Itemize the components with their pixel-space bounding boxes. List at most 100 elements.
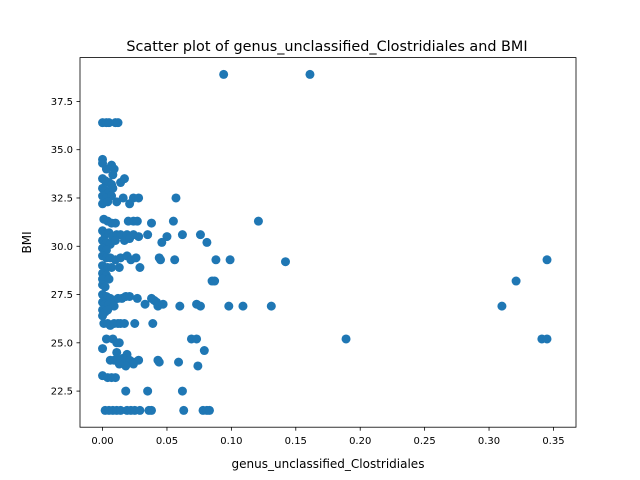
data-point [174,357,184,367]
data-point [134,232,144,242]
y-tick-label: 32.5 [51,193,73,204]
data-point [100,282,110,292]
data-point [156,255,166,265]
data-point [266,301,276,311]
data-point [158,299,168,309]
y-tick-label: 25.0 [51,338,73,349]
data-point [103,305,113,315]
x-tick-label: 0.00 [91,436,113,447]
data-point [119,319,129,328]
data-point [128,359,138,369]
data-point [135,405,145,415]
data-point [179,405,189,415]
x-tick-label: 0.20 [349,436,371,447]
data-point [118,193,128,203]
y-axis-ticks: 22.5 25.0 27.5 30.0 32.5 35.0 37.5 [51,97,80,398]
data-point [154,357,164,367]
data-point [108,170,118,180]
data-point [121,386,131,396]
data-point [112,347,122,357]
data-point [238,301,248,311]
data-point [103,197,113,207]
data-point [121,361,131,371]
data-point [140,299,150,309]
data-markers [98,69,552,415]
y-tick-label: 30.0 [51,242,73,253]
chart-title: Scatter plot of genus_unclassified_Clost… [126,39,527,55]
data-point [219,69,229,79]
data-point [210,276,220,286]
y-axis-label: BMI [20,231,34,253]
y-tick-label: 37.5 [51,97,73,108]
data-point [113,118,123,128]
data-point [177,230,187,240]
data-point [130,319,140,328]
data-point [110,235,120,245]
x-tick-label: 0.30 [478,436,500,447]
y-tick-label: 22.5 [51,387,73,398]
data-point [195,301,205,311]
data-point [305,69,315,79]
y-tick-label: 35.0 [51,145,73,156]
data-point [119,174,129,184]
data-point [131,253,141,263]
data-point [148,319,158,328]
data-point [98,311,108,321]
x-tick-label: 0.10 [220,436,242,447]
data-point [199,346,209,356]
data-point [116,405,126,415]
data-point [542,334,552,344]
data-point [224,301,234,311]
data-point [147,405,156,415]
data-point [193,361,203,371]
data-point [177,386,187,396]
data-point [110,218,120,228]
data-point [125,291,135,301]
x-tick-label: 0.35 [542,436,564,447]
data-point [171,193,181,203]
data-point [253,216,263,226]
data-point [101,334,111,344]
data-point [135,263,145,272]
data-point [542,255,552,265]
data-point [162,232,172,242]
data-point [132,216,142,226]
plot-frame [79,57,577,428]
data-point [104,274,114,284]
data-point [157,237,167,247]
data-point [143,230,153,240]
x-axis-ticks: 0.00 0.05 0.10 0.15 0.20 0.25 0.30 0.35 [91,427,565,447]
data-point [170,255,180,265]
data-point [132,293,142,303]
data-point [114,338,124,348]
data-point [204,405,214,415]
data-point [143,386,153,396]
data-point [195,230,205,240]
data-point [341,334,351,344]
data-point [110,373,120,383]
data-point [175,301,185,311]
data-point [192,334,202,344]
x-tick-label: 0.25 [413,436,435,447]
data-point [134,193,144,203]
data-point [202,237,212,247]
x-tick-label: 0.15 [285,436,307,447]
data-point [211,255,221,265]
data-point [147,218,156,228]
data-point [168,216,178,226]
data-point [98,344,108,354]
data-point [511,276,521,286]
data-point [108,183,118,193]
data-point [107,263,117,272]
data-point [497,301,507,311]
data-point [114,263,124,272]
x-axis-label: genus_unclassified_Clostridiales [232,457,425,471]
data-point [125,234,135,244]
data-point [225,255,235,265]
data-point [280,257,290,267]
y-tick-label: 27.5 [51,290,73,301]
x-tick-label: 0.05 [156,436,178,447]
data-point [104,118,114,128]
